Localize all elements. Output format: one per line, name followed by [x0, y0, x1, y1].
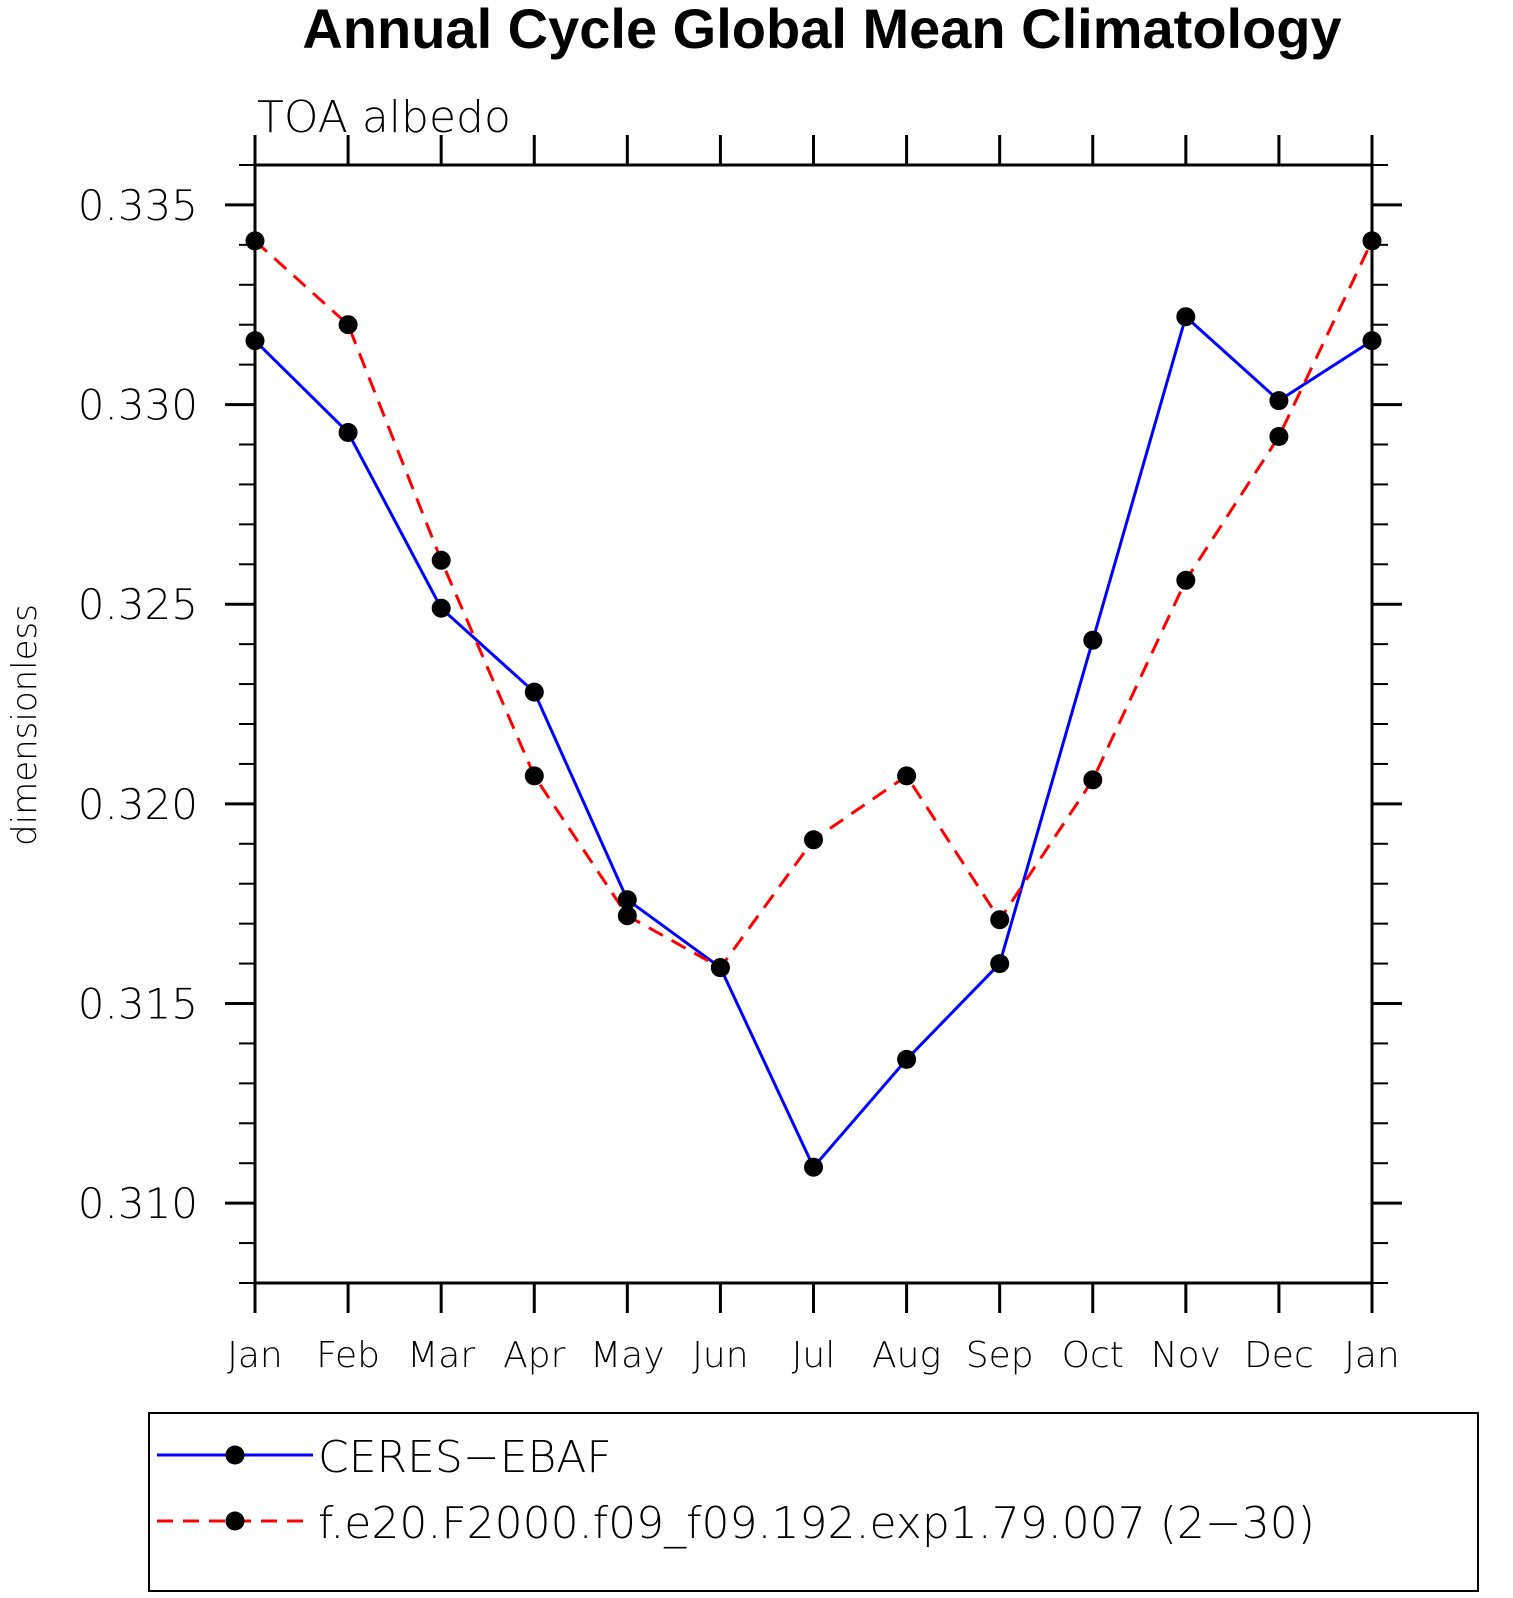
series-lines [253, 239, 1374, 1170]
data-point-series1 [897, 766, 917, 786]
data-point-series0 [431, 598, 451, 618]
data-point-series1 [804, 830, 823, 850]
legend-label-ceres: CERES−EBAF [318, 1432, 612, 1483]
x-tick-label: Oct [1062, 1335, 1124, 1376]
data-point-series1 [990, 910, 1010, 930]
data-point-series0 [1269, 391, 1289, 411]
legend-label-model: f.e20.F2000.f09_f09.192.exp1.79.007 (2−3… [318, 1498, 1315, 1549]
chart-subtitle: TOA albedo [257, 92, 511, 143]
y-tick-label: 0.335 [78, 181, 198, 230]
y-tick-label: 0.325 [78, 580, 198, 629]
series-line-0 [253, 313, 1373, 1170]
x-tick-label: May [590, 1335, 664, 1376]
data-point-series1 [245, 231, 265, 251]
data-point-series0 [245, 331, 265, 351]
legend-marker-model [225, 1511, 245, 1531]
x-tick-label: Dec [1244, 1335, 1314, 1376]
x-tick-label: Jul [792, 1335, 835, 1376]
y-tick-label: 0.310 [78, 1179, 198, 1228]
legend-box [148, 1412, 1479, 1592]
data-point-series0 [524, 682, 544, 702]
axis-ticks: 0.310 0.315 0.320 0.325 0.330 0.335 Jan Feb Mar A… [78, 135, 1402, 1376]
y-tick-label: 0.320 [78, 780, 198, 829]
data-point-series0 [617, 890, 637, 910]
x-tick-label: Sep [966, 1335, 1034, 1376]
y-tick-label: 0.330 [78, 381, 198, 430]
data-point-series1 [431, 550, 451, 570]
x-tick-label: Jan [227, 1335, 283, 1376]
x-tick-label: Mar [407, 1335, 475, 1376]
legend-marker-ceres [225, 1445, 245, 1465]
data-point-series0 [1362, 331, 1382, 351]
data-point-series0 [1083, 630, 1103, 650]
x-tick-label: Apr [503, 1335, 565, 1376]
x-tick-label: Nov [1151, 1335, 1221, 1376]
data-point-series1 [524, 766, 544, 786]
x-tick-label: Jan [1344, 1335, 1400, 1376]
x-tick-label: Jun [692, 1335, 748, 1376]
data-point-series0 [897, 1049, 917, 1069]
data-point-series1 [1269, 427, 1289, 446]
x-tick-label: Feb [316, 1335, 380, 1376]
series-points [245, 231, 1382, 1177]
data-point-series1 [1176, 570, 1196, 590]
x-tick-label: Aug [872, 1335, 941, 1376]
data-point-series1 [1362, 231, 1382, 251]
data-point-series0 [990, 954, 1010, 974]
y-tick-label: 0.315 [78, 980, 198, 1029]
data-point-series1 [710, 958, 730, 978]
data-point-series0 [338, 423, 358, 442]
data-point-series1 [617, 906, 637, 926]
y-axis-label: dimensionless [5, 604, 45, 846]
data-point-series0 [1176, 307, 1196, 327]
series-line-1 [253, 239, 1374, 970]
chart-title: Annual Cycle Global Mean Climatology [302, 0, 1341, 60]
data-point-series1 [1083, 770, 1103, 790]
data-point-series0 [804, 1157, 823, 1177]
data-point-series1 [338, 315, 358, 335]
